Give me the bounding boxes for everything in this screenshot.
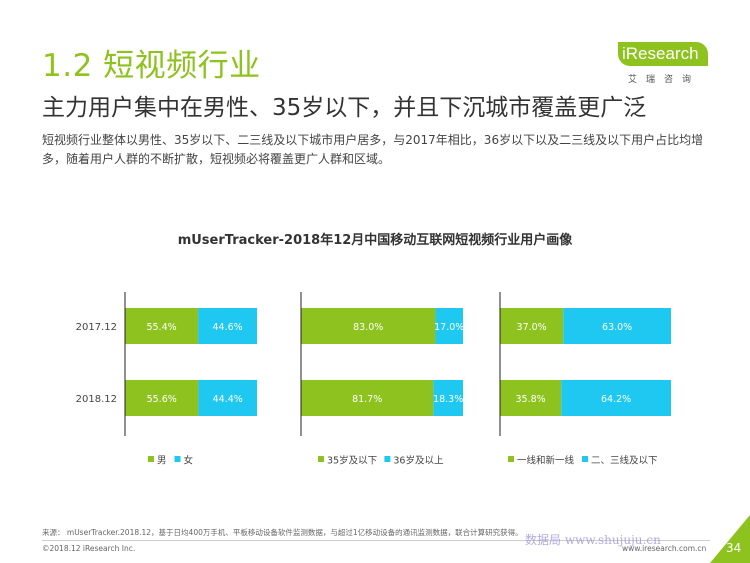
description: 短视频行业整体以男性、35岁以下、二三线及以下城市用户居多，与2017年相比，3… (42, 133, 704, 166)
bar-segment (433, 380, 463, 416)
bar-segment (125, 380, 199, 416)
headline: 主力用户集中在男性、35岁以下，并且下沉城市覆盖更广泛 (42, 95, 647, 121)
iresearch-logo: iResearch 艾瑞咨询 (618, 42, 710, 86)
bar-segment (301, 380, 434, 416)
page-number: 34 (726, 541, 742, 555)
bar-segment (198, 308, 257, 344)
watermark: 数据局 www.shujuju.cn (525, 533, 661, 547)
section-title: 1.2 短视频行业 (42, 48, 261, 84)
category-label: 2017.12 (76, 322, 117, 333)
data-label: 63.0% (602, 322, 632, 333)
data-label: 44.6% (212, 322, 242, 333)
legend-label: 一线和新一线 (517, 455, 575, 467)
bar-segment (563, 308, 671, 344)
legend-label: 男 (157, 456, 167, 467)
data-label: 35.8% (516, 394, 546, 405)
legend-swatch (148, 456, 154, 462)
bar-segment (500, 308, 564, 344)
source-note: 来源： mUserTracker.2018.12，基于日均400万手机、平板移动… (42, 528, 523, 537)
legend-label: 35岁及以下 (327, 455, 377, 467)
copyright: ©2018.12 iResearch Inc. (42, 544, 136, 553)
legend-label: 36岁及以上 (393, 455, 444, 467)
legend-swatch (508, 456, 514, 462)
data-label: 44.4% (213, 394, 243, 405)
logo-wordmark: iResearch (618, 42, 708, 66)
data-label: 81.7% (352, 394, 382, 405)
legend-label: 二、三线及以下 (591, 455, 658, 467)
data-label: 55.4% (146, 322, 176, 333)
data-label: 18.3% (433, 394, 463, 405)
legend-label: 女 (184, 455, 194, 467)
category-label: 2018.12 (76, 394, 117, 405)
chart-title: mUserTracker-2018年12月中国移动互联网短视频行业用户画像 (177, 233, 573, 248)
bar-segment (500, 380, 562, 416)
bar-segment (198, 380, 257, 416)
data-label: 64.2% (601, 394, 631, 405)
legend-swatch (582, 456, 588, 462)
bar-segment (301, 308, 436, 344)
legend-swatch (384, 456, 391, 462)
bar-segment (125, 308, 199, 344)
footer-divider (42, 540, 710, 541)
bar-segment (561, 380, 671, 416)
footer-url: www.iresearch.com.cn (622, 544, 707, 553)
legend-swatch (318, 456, 324, 462)
data-label: 83.0% (353, 322, 383, 333)
bar-segment (435, 308, 463, 344)
legend-swatch (174, 456, 181, 462)
data-label: 17.0% (434, 322, 464, 333)
data-label: 37.0% (517, 322, 547, 333)
data-label: 55.6% (147, 394, 177, 405)
corner-decoration (710, 515, 750, 563)
logo-subtitle: 艾瑞咨询 (627, 75, 700, 85)
